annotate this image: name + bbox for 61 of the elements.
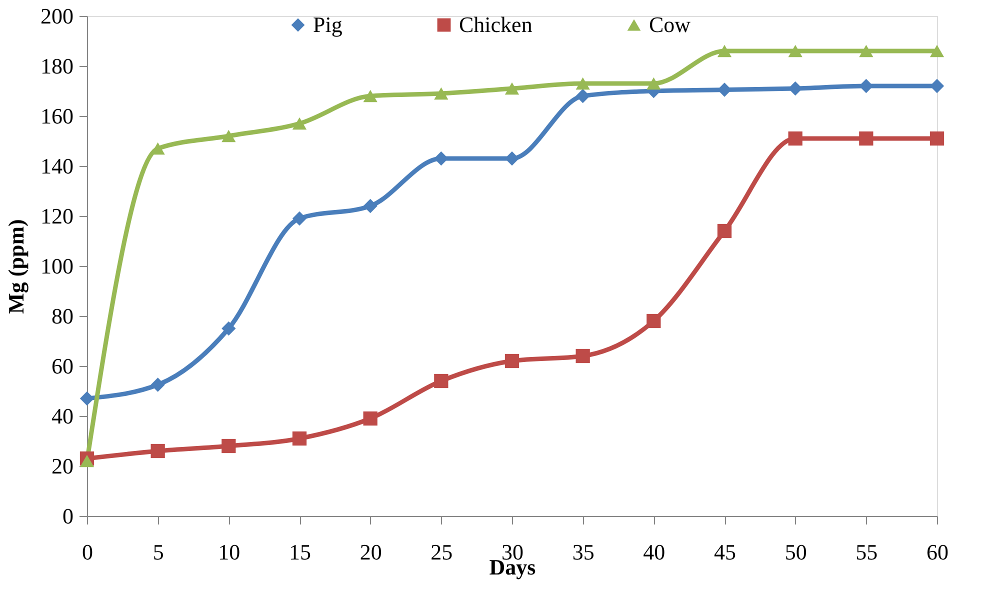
point — [717, 82, 732, 97]
y-tick-label: 120 — [40, 204, 74, 228]
point — [930, 44, 944, 58]
point — [788, 81, 802, 96]
point — [363, 411, 378, 426]
point — [576, 77, 590, 90]
point — [222, 321, 236, 336]
point — [788, 131, 802, 146]
point — [292, 117, 307, 130]
y-tick-label: 20 — [52, 454, 74, 478]
legend-label: Cow — [649, 12, 691, 37]
point — [788, 44, 802, 58]
x-tick-label: 35 — [572, 540, 594, 564]
x-tick-label: 5 — [152, 540, 164, 564]
point — [504, 82, 520, 95]
point — [504, 354, 520, 368]
y-tick-label: 80 — [52, 304, 74, 328]
x-tick-label: 60 — [926, 540, 948, 564]
x-tick-label: 45 — [714, 540, 736, 564]
point — [434, 374, 448, 388]
y-tick-label: 140 — [40, 154, 74, 178]
point — [859, 44, 874, 58]
point — [717, 44, 732, 58]
point — [930, 131, 944, 146]
point — [576, 88, 590, 104]
y-tick-label: 100 — [40, 254, 74, 278]
y-axis-title: Mg (ppm) — [4, 219, 28, 314]
x-tick-label: 0 — [82, 540, 93, 564]
point — [859, 78, 874, 94]
point — [434, 87, 448, 100]
y-tick-label: 40 — [52, 404, 74, 428]
point — [646, 77, 661, 90]
x-tick-label: 50 — [784, 540, 807, 564]
point — [292, 431, 307, 446]
x-tick-label: 15 — [289, 540, 311, 564]
point — [434, 151, 448, 166]
point — [363, 90, 378, 102]
y-tick-label: 0 — [62, 504, 74, 528]
x-tick-label: 40 — [643, 540, 666, 564]
point — [363, 198, 378, 214]
point — [292, 211, 307, 226]
point — [576, 348, 590, 364]
y-tick-label: 60 — [52, 354, 74, 378]
point — [859, 131, 874, 146]
legend-label: Chicken — [459, 12, 532, 37]
point — [222, 130, 236, 142]
point — [80, 454, 94, 468]
point — [646, 314, 661, 328]
legend-label: Pig — [313, 12, 342, 37]
x-tick-label: 20 — [360, 540, 382, 564]
x-tick-label: 25 — [430, 540, 453, 564]
point — [80, 391, 94, 406]
y-tick-label: 180 — [40, 54, 74, 78]
x-tick-label: 10 — [218, 540, 240, 564]
point — [150, 444, 165, 458]
y-tick-label: 160 — [40, 104, 74, 128]
point — [150, 378, 165, 392]
y-tick-label: 200 — [40, 4, 74, 28]
point — [717, 224, 732, 238]
point — [222, 438, 236, 454]
x-tick-label: 55 — [856, 540, 878, 564]
